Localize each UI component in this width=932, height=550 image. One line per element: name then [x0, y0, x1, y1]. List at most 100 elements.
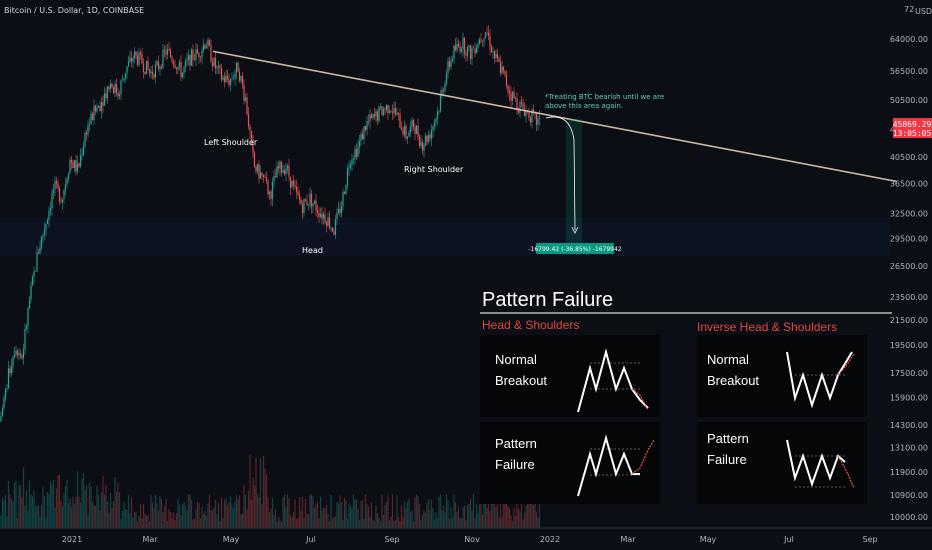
- volume-bar: [79, 502, 82, 528]
- volume-bar: [7, 480, 10, 528]
- volume-bar: [508, 508, 511, 528]
- countdown-value: 13:05:05: [893, 129, 932, 138]
- candle-body: [127, 61, 130, 67]
- candle-body: [451, 59, 454, 61]
- volume-bar: [364, 494, 367, 528]
- volume-bar: [327, 514, 329, 528]
- candle-body: [316, 210, 319, 213]
- annotation-left-shoulder: Left Shoulder: [204, 138, 258, 147]
- candle-body: [450, 60, 452, 67]
- volume-bar: [123, 501, 125, 528]
- candle-body: [331, 227, 334, 231]
- volume-bar: [439, 494, 442, 528]
- candle-body: [216, 66, 218, 69]
- candle-body: [118, 94, 121, 97]
- candle-body: [532, 109, 535, 113]
- volume-bar: [471, 510, 473, 528]
- price-axis[interactable]: 64000.0056500.0050500.0045000.0040500.00…: [890, 35, 928, 522]
- candle-body: [445, 73, 448, 84]
- candle-body: [204, 44, 206, 49]
- volume-bar: [87, 515, 89, 528]
- candle-body: [441, 89, 443, 96]
- cell-ihs-failure-label-1: Pattern: [707, 431, 749, 446]
- volume-bar: [153, 507, 155, 528]
- cell-ihs-normal-label-1: Normal: [707, 352, 749, 367]
- volume-bar: [270, 508, 272, 528]
- candle-body: [375, 111, 377, 117]
- candle-body: [103, 93, 106, 106]
- volume-bar: [157, 511, 160, 528]
- volume-bar: [258, 497, 260, 528]
- volume-bar: [306, 513, 308, 528]
- volume-bar: [405, 508, 407, 528]
- candle-body: [267, 180, 269, 195]
- volume-bar: [532, 505, 535, 528]
- candle-body: [508, 90, 511, 94]
- candle-body: [166, 49, 169, 55]
- volume-bar: [285, 506, 287, 528]
- volume-bar: [265, 474, 268, 528]
- volume-bar: [283, 494, 286, 528]
- candle-body: [13, 353, 16, 357]
- volume-bar: [106, 501, 109, 528]
- candle-body: [315, 200, 317, 211]
- volume-bar: [310, 494, 313, 528]
- candle-body: [39, 247, 41, 254]
- volume-bar: [111, 508, 113, 528]
- volume-bar: [318, 518, 320, 528]
- volume-bar: [25, 490, 28, 528]
- candle-body: [190, 49, 193, 66]
- volume-bar: [105, 485, 107, 528]
- candle-body: [51, 193, 53, 209]
- candle-body: [384, 109, 386, 110]
- candle-body: [163, 49, 166, 52]
- candle-body: [345, 185, 347, 194]
- candle-body: [460, 49, 463, 52]
- volume-bar: [454, 502, 457, 528]
- volume-bar: [114, 476, 116, 528]
- volume-bar: [511, 521, 514, 528]
- volume-bar: [21, 497, 23, 528]
- candle-body: [115, 83, 118, 93]
- candle-body: [502, 66, 505, 71]
- candle-body: [498, 58, 500, 62]
- candle-body: [286, 165, 289, 169]
- candle-body: [291, 180, 293, 188]
- volume-bar: [145, 515, 148, 528]
- candle-body: [328, 217, 331, 228]
- candle-body: [22, 349, 25, 359]
- neckline-trendline[interactable]: [212, 50, 898, 183]
- volume-bar: [286, 494, 289, 528]
- candle-body: [252, 140, 254, 153]
- candle-body: [454, 45, 457, 51]
- volume-bar: [517, 508, 520, 528]
- candle-body: [192, 49, 194, 60]
- time-axis[interactable]: 2021 Mar May Jul Sep Nov 2022 Mar May Jul Sep: [62, 535, 878, 544]
- volume-bar: [423, 510, 425, 528]
- candle-body: [153, 74, 155, 78]
- candle-body: [126, 66, 128, 74]
- volume-bar: [247, 490, 250, 528]
- volume-bar: [451, 517, 454, 528]
- candle-body: [136, 55, 139, 65]
- candle-body: [265, 177, 268, 181]
- volume-bar: [85, 485, 88, 528]
- volume-bar: [99, 510, 101, 528]
- volume-bar: [84, 489, 86, 528]
- volume-bar: [253, 485, 256, 528]
- candle-body: [217, 65, 220, 67]
- candle-body: [405, 125, 407, 139]
- candle-body: [519, 102, 521, 113]
- volume-bar: [516, 496, 518, 528]
- candle-body: [82, 145, 85, 156]
- candle-body: [142, 63, 145, 72]
- volume-bar: [436, 518, 439, 528]
- cell-hs-normal-label-1: Normal: [495, 352, 537, 367]
- volume-bar: [36, 506, 38, 528]
- candle-body: [73, 160, 76, 169]
- volume-bar: [169, 511, 172, 528]
- candle-body: [525, 110, 527, 117]
- volume-bar: [526, 494, 529, 528]
- volume-bar: [417, 495, 419, 528]
